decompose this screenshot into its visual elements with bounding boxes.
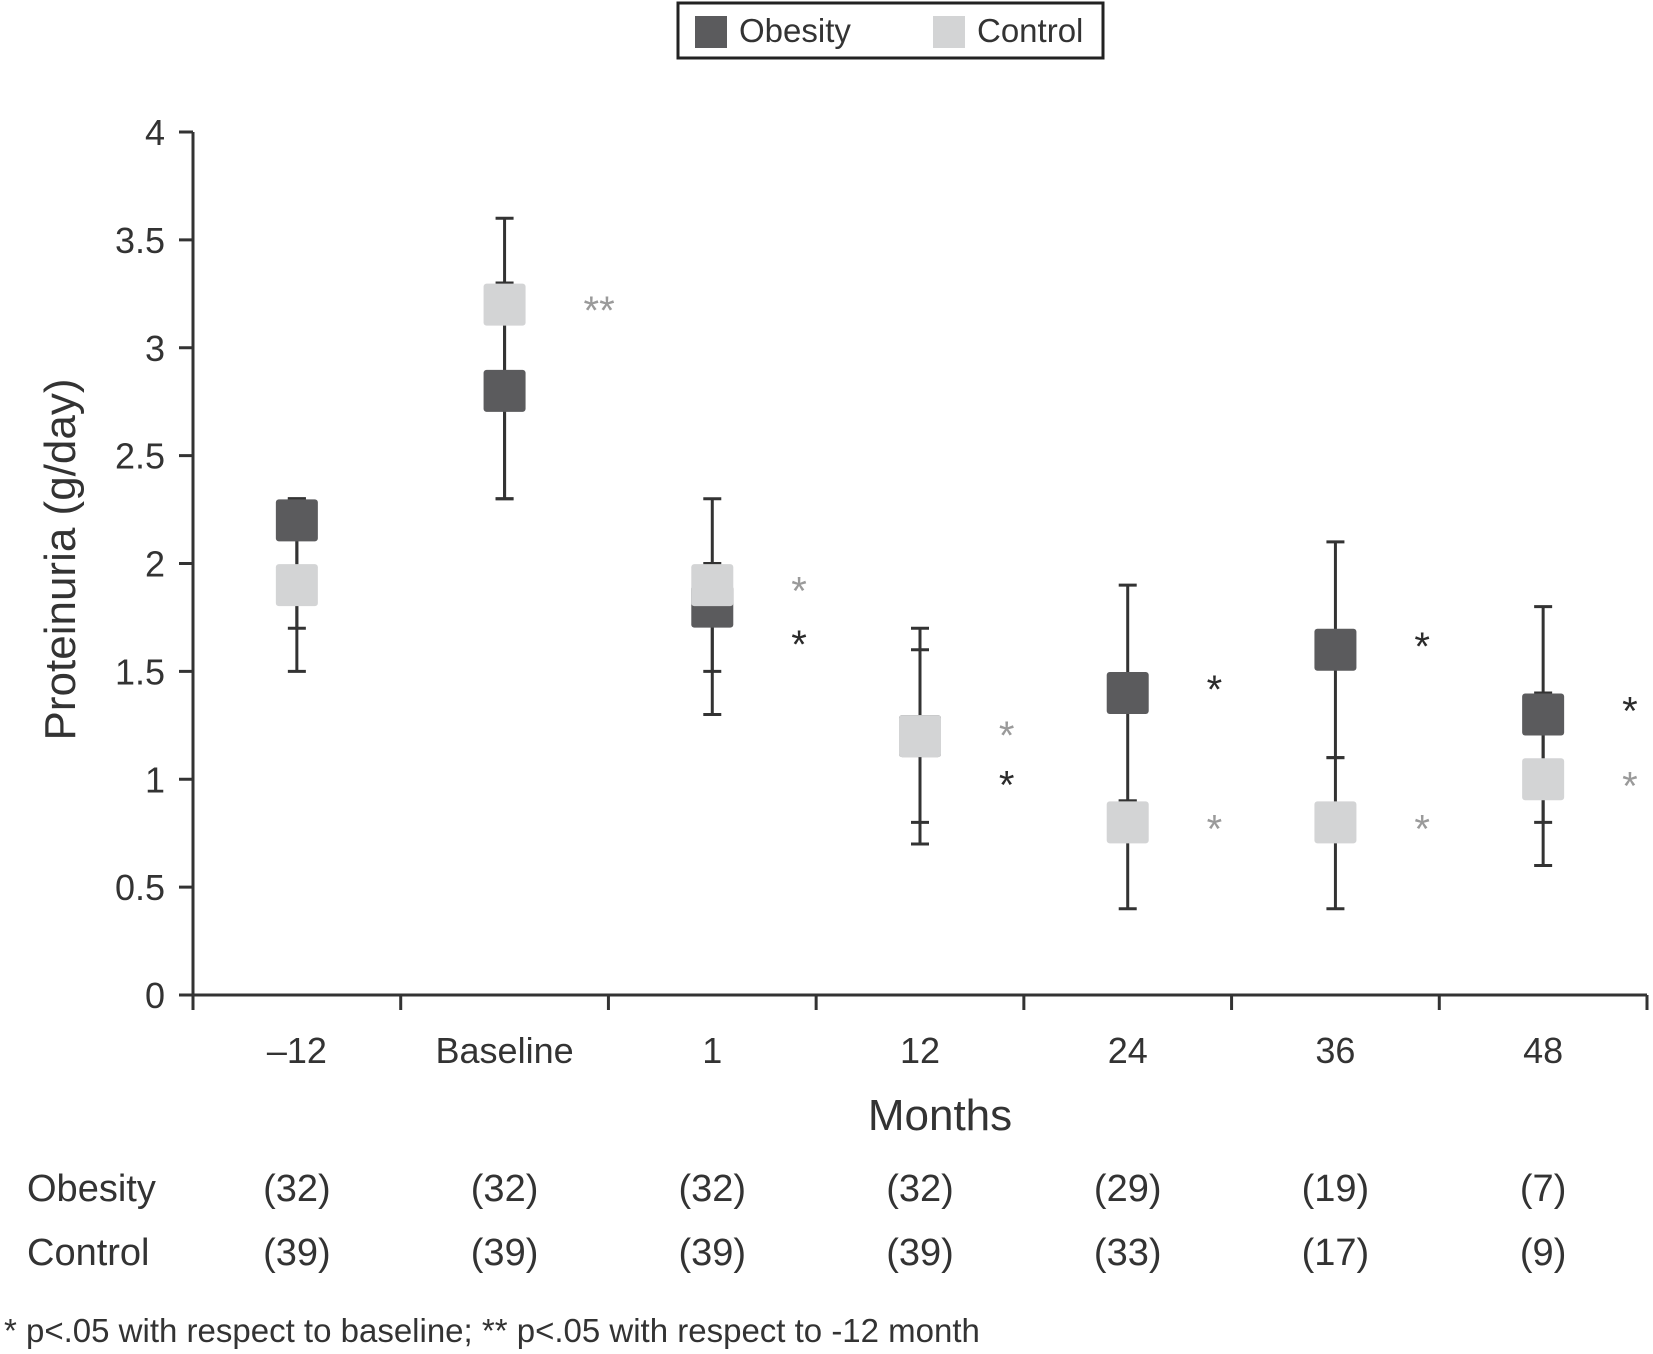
n-count-obesity: (32) <box>263 1168 331 1210</box>
x-tick-label: 12 <box>900 1030 940 1071</box>
significance-marker-obesity: * <box>1207 668 1223 712</box>
n-count-obesity: (32) <box>471 1168 539 1210</box>
significance-marker-control: * <box>1622 764 1638 808</box>
significance-marker-control: * <box>1414 807 1430 851</box>
data-point-control <box>275 564 318 607</box>
n-count-obesity: (19) <box>1302 1168 1370 1210</box>
x-tick-label: Baseline <box>436 1030 574 1071</box>
legend-swatch-control <box>933 16 965 48</box>
n-count-obesity: (7) <box>1520 1168 1566 1210</box>
n-count-control: (33) <box>1094 1232 1162 1274</box>
footnote: * p<.05 with respect to baseline; ** p<.… <box>4 1312 980 1349</box>
data-point-control <box>1522 758 1565 801</box>
legend-box <box>676 1 1105 60</box>
significance-marker-obesity: * <box>999 763 1015 807</box>
significance-marker-control: * <box>999 714 1015 758</box>
data-point-control <box>1106 801 1149 844</box>
x-axis-title: Months <box>868 1091 1012 1140</box>
data-point-obesity <box>1522 693 1565 736</box>
n-count-control: (39) <box>678 1232 746 1274</box>
y-tick-label: 0 <box>145 975 165 1016</box>
n-count-control: (39) <box>263 1232 331 1274</box>
y-tick-label: 2.5 <box>115 436 165 477</box>
legend-label-control: Control <box>977 12 1083 49</box>
y-tick-label: 3.5 <box>115 220 165 261</box>
data-point-obesity <box>275 499 318 542</box>
y-axis-title: Proteinuria (g/day) <box>36 379 85 741</box>
significance-marker-control: * <box>1207 807 1223 851</box>
x-tick-label: 48 <box>1523 1030 1563 1071</box>
legend-label-obesity: Obesity <box>739 12 851 49</box>
n-count-control: (9) <box>1520 1232 1566 1274</box>
data-point-control <box>483 283 526 326</box>
y-tick-label: 1.5 <box>115 651 165 692</box>
significance-marker-obesity: * <box>791 623 807 667</box>
data-point-obesity <box>483 369 526 412</box>
y-tick-label: 1 <box>145 759 165 800</box>
significance-marker-control: ** <box>584 289 615 333</box>
n-row-label-control: Control <box>27 1232 150 1274</box>
data-point-control <box>1314 801 1357 844</box>
n-count-control: (17) <box>1302 1232 1370 1274</box>
n-row-label-obesity: Obesity <box>27 1168 156 1210</box>
data-point-control <box>691 564 734 607</box>
n-count-control: (39) <box>471 1232 539 1274</box>
y-tick-label: 0.5 <box>115 867 165 908</box>
data-point-control <box>899 715 941 758</box>
x-tick-label: 36 <box>1315 1030 1355 1071</box>
significance-marker-control: * <box>791 569 807 613</box>
n-count-obesity: (32) <box>678 1168 746 1210</box>
significance-marker-obesity: * <box>1622 690 1638 734</box>
x-tick-label: 24 <box>1108 1030 1148 1071</box>
data-point-obesity <box>1106 671 1149 714</box>
x-tick-label: 1 <box>702 1030 722 1071</box>
n-count-obesity: (29) <box>1094 1168 1162 1210</box>
n-count-obesity: (32) <box>886 1168 954 1210</box>
significance-marker-obesity: * <box>1414 625 1430 669</box>
legend-swatch-obesity <box>695 16 727 48</box>
y-tick-label: 2 <box>145 544 165 585</box>
n-count-control: (39) <box>886 1232 954 1274</box>
y-tick-label: 3 <box>145 328 165 369</box>
x-tick-label: –12 <box>267 1030 327 1071</box>
y-tick-label: 4 <box>145 112 165 153</box>
data-point-obesity <box>1314 628 1357 671</box>
